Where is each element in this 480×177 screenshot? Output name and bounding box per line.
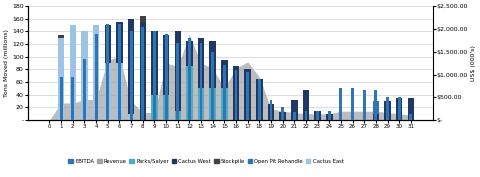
Bar: [128, 114, 134, 120]
Bar: [209, 41, 216, 88]
Bar: [165, 33, 168, 120]
Bar: [140, 16, 146, 22]
Bar: [304, 111, 307, 120]
Bar: [373, 114, 379, 120]
Bar: [188, 38, 191, 120]
Bar: [198, 88, 204, 120]
Legend: EBITDA, Revenue, Parks/Salyer, Cactus West, Stockpile, Open Pit Rehandle, Cactus: EBITDA, Revenue, Parks/Salyer, Cactus We…: [66, 157, 346, 166]
Bar: [256, 79, 263, 120]
Bar: [93, 25, 99, 120]
Bar: [363, 90, 366, 120]
Bar: [198, 38, 204, 88]
Bar: [128, 19, 134, 114]
Bar: [151, 32, 157, 95]
Bar: [118, 24, 121, 120]
Bar: [81, 32, 88, 120]
Bar: [291, 100, 298, 120]
Bar: [258, 79, 261, 120]
Bar: [384, 101, 391, 120]
Bar: [211, 52, 214, 120]
Bar: [151, 95, 157, 120]
Bar: [175, 32, 181, 111]
Bar: [409, 114, 412, 120]
Bar: [408, 98, 414, 120]
Bar: [373, 101, 379, 114]
Bar: [58, 38, 64, 120]
Bar: [60, 77, 62, 120]
Bar: [153, 31, 156, 120]
Bar: [268, 104, 274, 120]
Bar: [351, 88, 354, 120]
Bar: [58, 35, 64, 38]
Bar: [176, 43, 179, 120]
Bar: [244, 69, 251, 120]
Bar: [72, 77, 74, 120]
Bar: [293, 112, 296, 120]
Bar: [175, 111, 181, 120]
Bar: [221, 88, 228, 120]
Bar: [246, 72, 249, 120]
Bar: [316, 111, 319, 120]
Bar: [281, 107, 284, 120]
Bar: [233, 66, 239, 120]
Bar: [303, 90, 309, 120]
Bar: [223, 65, 226, 120]
Bar: [186, 41, 192, 66]
Bar: [209, 88, 216, 120]
Y-axis label: Tons Moved (millions): Tons Moved (millions): [4, 29, 9, 97]
Bar: [116, 63, 122, 120]
Bar: [270, 100, 273, 120]
Bar: [83, 59, 86, 120]
Bar: [339, 88, 342, 120]
Bar: [141, 27, 144, 120]
Bar: [328, 111, 331, 120]
Bar: [398, 97, 401, 120]
Bar: [130, 31, 132, 120]
Bar: [279, 113, 286, 120]
Bar: [235, 70, 238, 120]
Bar: [326, 114, 333, 120]
Bar: [386, 97, 389, 120]
Bar: [221, 60, 228, 88]
Bar: [163, 95, 169, 120]
Bar: [105, 63, 111, 120]
Bar: [140, 22, 146, 120]
Bar: [186, 66, 192, 120]
Bar: [106, 24, 109, 120]
Bar: [396, 98, 402, 120]
Bar: [116, 22, 122, 63]
Bar: [105, 25, 111, 63]
Y-axis label: US$ (000's): US$ (000's): [471, 45, 476, 81]
Bar: [95, 33, 97, 120]
Bar: [200, 43, 203, 120]
Bar: [70, 25, 76, 120]
Bar: [163, 35, 169, 95]
Bar: [314, 111, 321, 120]
Bar: [374, 90, 377, 120]
